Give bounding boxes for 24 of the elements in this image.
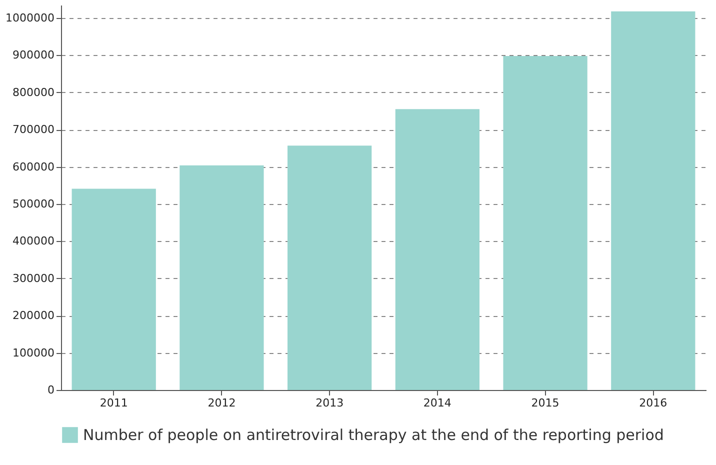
y-tick-label: 800000: [12, 86, 54, 99]
x-tick-label: 2011: [100, 396, 128, 410]
bar: [180, 165, 264, 390]
bar: [72, 188, 156, 390]
bar: [503, 56, 588, 390]
x-tick-label: 2013: [316, 396, 344, 410]
bar: [611, 11, 696, 390]
y-tick-label: 900000: [12, 48, 54, 62]
x-tick-label: 2012: [208, 396, 236, 410]
y-tick-label: 700000: [12, 123, 54, 136]
x-tick-label: 2015: [531, 396, 560, 410]
y-tick-label: 600000: [12, 160, 54, 174]
y-tick-label: 200000: [12, 309, 54, 322]
y-tick-label: 100000: [12, 346, 54, 360]
y-tick-label: 0: [48, 384, 54, 396]
y-tick-label: 300000: [12, 272, 54, 285]
y-tick-label: 1000000: [6, 12, 54, 25]
x-tick-label: 2014: [423, 396, 452, 410]
x-tick-label: 2016: [639, 396, 668, 410]
y-tick-label: 500000: [12, 198, 54, 211]
bar: [395, 109, 480, 390]
y-tick-label: 400000: [12, 234, 54, 248]
legend-label: Number of people on antiretroviral therapy at the end of the reporting period: [83, 426, 664, 444]
bar: [288, 146, 372, 390]
